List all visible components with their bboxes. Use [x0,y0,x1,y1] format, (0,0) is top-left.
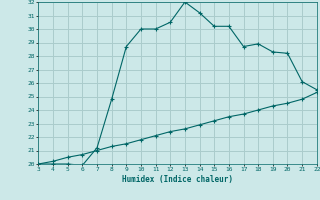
X-axis label: Humidex (Indice chaleur): Humidex (Indice chaleur) [122,175,233,184]
